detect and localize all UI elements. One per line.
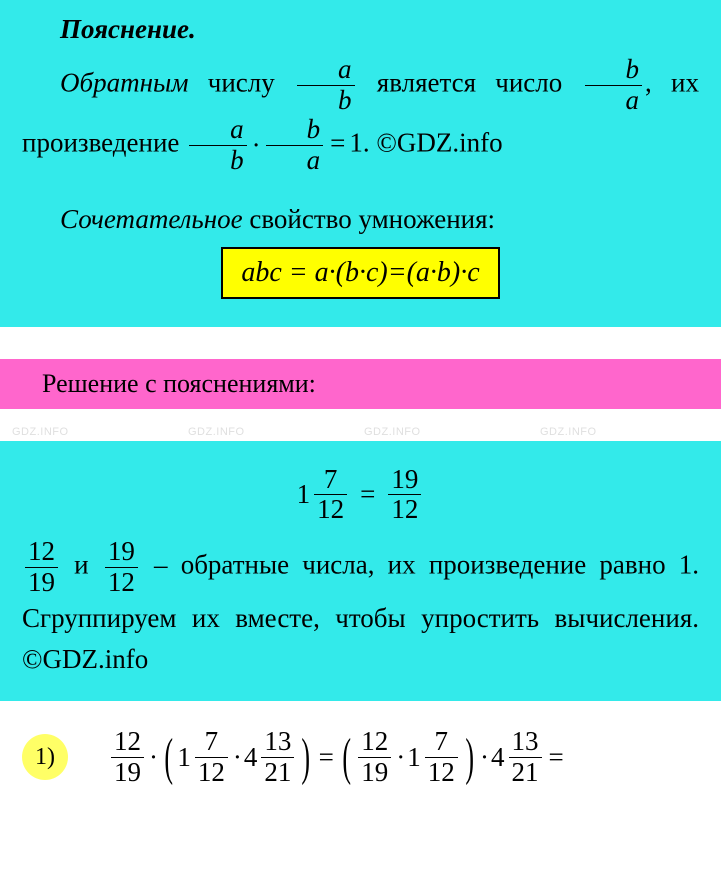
frac-12-19-b: 12 19 [111,727,144,787]
explanation-section: Пояснение. Обратным числу a b является ч… [0,0,721,327]
mixed-4-13-21: 4 13 21 [244,727,298,787]
item-number-circle: 1) [22,734,68,780]
final-expression: 12 19 · ( 1 7 12 · 4 13 21 [108,727,568,787]
formula-wrap: abc = a·(b·c)=(a·b)·c [22,235,699,303]
frac-12-19-c: 12 19 [358,727,391,787]
rparen-icon-2: ) [465,737,474,779]
mixed-1-7-12: 1 7 12 [177,727,231,787]
mixed-4-13-21-b: 4 13 21 [491,727,545,787]
explanation-title: Пояснение. [22,14,699,45]
final-section: 1) 12 19 · ( 1 7 12 · 4 [0,701,721,797]
gap-1 [0,327,721,359]
fraction-b-over-a: b a [585,55,643,115]
mixed-1-7-12-b: 1 7 12 [407,727,461,787]
fraction-product-1: a b [189,115,247,175]
final-row: 1) 12 19 · ( 1 7 12 · 4 [22,727,699,787]
fraction-product-2: b a [266,115,324,175]
inverse-word: Обратным [60,67,189,97]
lparen-icon-2: ( [342,737,351,779]
solution-header: Решение с пояснениями: [0,359,721,409]
mixed-to-improper: 1 7 12 = 19 12 [22,465,699,525]
associative-formula: abc = a·(b·c)=(a·b)·c [221,247,499,299]
associative-property-text: Сочетательное свойство умножения: [22,204,699,235]
rparen-icon: ) [302,737,311,779]
solution-section: 1 7 12 = 19 12 12 19 и 19 12 – обратные … [0,441,721,701]
lparen-icon: ( [164,737,173,779]
fraction-a-over-b: a b [297,55,355,115]
explanation-body: Обратным числу a b является число b a , … [22,55,699,176]
mixed-number: 1 7 12 [297,465,351,525]
frac-12-19: 12 19 [25,537,58,597]
solution-text: 12 19 и 19 12 – обратные числа, их произ… [22,537,699,681]
frac-19-12: 19 12 [105,537,138,597]
improper-fraction: 19 12 [388,465,421,525]
